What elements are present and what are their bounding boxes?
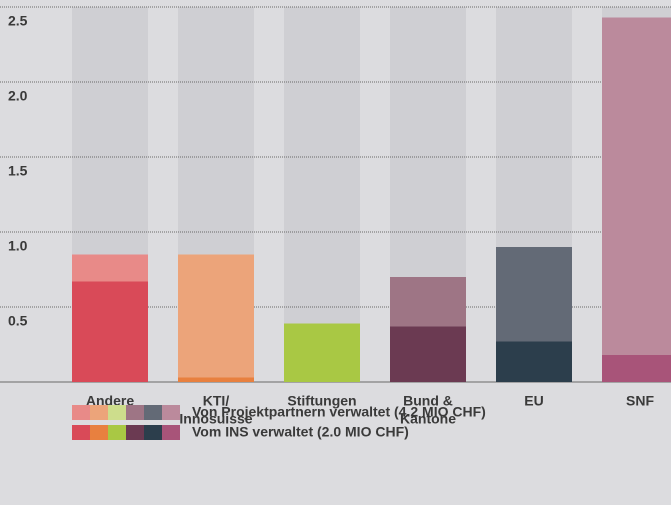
bar-segment <box>390 277 466 327</box>
legend-swatch <box>144 405 162 420</box>
legend-label: Vom INS verwaltet (2.0 MIO CHF) <box>192 424 409 440</box>
bar-segment <box>178 254 254 378</box>
bar-segment <box>496 247 572 342</box>
legend-swatch <box>126 425 144 440</box>
bar-segment <box>390 326 466 382</box>
legend-swatch <box>72 405 90 420</box>
bar-segment <box>72 281 148 382</box>
x-tick-label: Andere <box>86 393 134 409</box>
bar-segment <box>72 254 148 282</box>
legend-swatch <box>108 405 126 420</box>
bar-segment <box>178 377 254 382</box>
legend-swatch <box>144 425 162 440</box>
legend-swatch <box>108 425 126 440</box>
legend-swatch <box>162 425 180 440</box>
x-tick-label: Innosuisse <box>179 411 252 427</box>
y-tick-label: 2.5 <box>8 13 28 29</box>
column-background <box>284 7 360 382</box>
legend-swatch <box>72 425 90 440</box>
bar-segment <box>284 323 360 382</box>
bar-segment <box>602 355 671 382</box>
bar-segment <box>496 341 572 382</box>
y-tick-label: 0.5 <box>8 313 28 329</box>
legend-swatch <box>90 425 108 440</box>
x-tick-label: KTI/ <box>203 393 230 409</box>
x-tick-label: SNF <box>626 393 654 409</box>
x-tick-label: Bund & <box>403 393 453 409</box>
x-tick-label: Stiftungen <box>287 393 356 409</box>
legend-swatch <box>126 405 144 420</box>
y-tick-label: 1.0 <box>8 238 28 254</box>
legend-swatch <box>90 405 108 420</box>
legend-label: Von Projektpartnern verwaltet (4.2 MIO C… <box>192 404 486 420</box>
bar-segment <box>602 17 671 355</box>
legend-swatch <box>162 405 180 420</box>
y-tick-label: 1.5 <box>8 163 28 179</box>
y-tick-label: 2.0 <box>8 88 28 104</box>
x-tick-label: Kantone <box>400 411 456 427</box>
x-tick-label: EU <box>524 393 543 409</box>
